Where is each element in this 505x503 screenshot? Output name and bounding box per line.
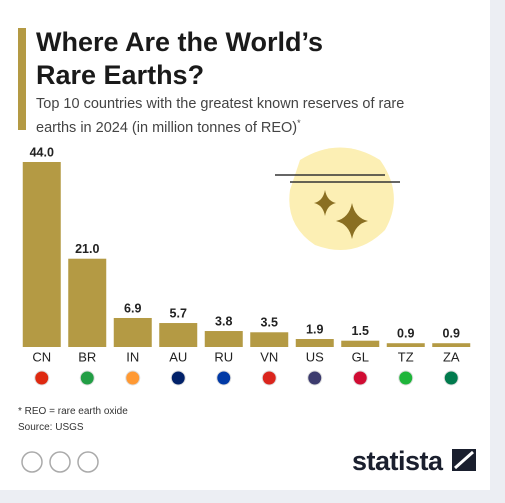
bar xyxy=(341,340,380,347)
license-icons xyxy=(21,451,99,473)
flag xyxy=(34,370,50,386)
footnote: * REO = rare earth oxide xyxy=(18,406,128,417)
decoration xyxy=(275,147,400,250)
flag xyxy=(170,370,186,386)
x-tick-label: IN xyxy=(126,349,139,364)
bar xyxy=(204,331,243,347)
sparkle xyxy=(336,203,368,239)
chart-title: Where Are the World’s Rare Earths? xyxy=(36,27,324,90)
value-label: 1.9 xyxy=(306,322,323,336)
subtitle-marker: * xyxy=(297,118,301,128)
bar xyxy=(113,317,152,347)
x-tick-label: GL xyxy=(352,349,369,364)
brand: statista xyxy=(352,446,443,476)
bar xyxy=(22,162,61,347)
flag xyxy=(125,370,141,386)
x-tick-label: CN xyxy=(32,349,51,364)
source: Source: USGS xyxy=(18,422,84,433)
value-label: 44.0 xyxy=(30,145,54,159)
flag xyxy=(398,370,414,386)
x-tick-label: TZ xyxy=(398,349,414,364)
value-label: 21.0 xyxy=(75,242,99,256)
flag xyxy=(443,370,459,386)
bar xyxy=(386,343,425,347)
x-tick-label: VN xyxy=(260,349,278,364)
bar xyxy=(250,332,289,347)
icon xyxy=(77,451,99,473)
logo-stroke xyxy=(454,450,474,470)
chart-subtitle: Top 10 countries with the greatest known… xyxy=(36,95,408,138)
card: Where Are the World’s Rare Earths? Top 1… xyxy=(0,0,490,490)
sparkle xyxy=(314,190,336,216)
subtitle-text: Top 10 countries with the greatest known… xyxy=(36,96,405,136)
flag xyxy=(216,370,232,386)
bar xyxy=(68,258,107,347)
bar xyxy=(159,323,198,347)
flag xyxy=(352,370,368,386)
flag xyxy=(307,370,323,386)
x-tick-label: US xyxy=(306,349,324,364)
value-label: 5.7 xyxy=(170,306,187,320)
blob xyxy=(289,147,394,250)
icon xyxy=(21,451,43,473)
value-label: 0.9 xyxy=(397,327,414,341)
value-label: 0.9 xyxy=(443,327,460,341)
x-tick-label: AU xyxy=(169,349,187,364)
value-label: 1.5 xyxy=(352,324,369,338)
icon xyxy=(49,451,71,473)
value-label: 3.5 xyxy=(261,316,278,330)
value-label: 3.8 xyxy=(215,314,232,328)
x-tick-label: ZA xyxy=(443,349,460,364)
bar xyxy=(295,339,334,347)
bar xyxy=(432,343,471,347)
logo-mark xyxy=(452,449,476,471)
flag xyxy=(79,370,95,386)
x-tick-label: BR xyxy=(78,349,96,364)
value-label: 6.9 xyxy=(124,301,141,315)
accent-bar xyxy=(18,28,26,130)
x-tick-label: RU xyxy=(214,349,233,364)
chart: 44.0 CN 21.0 BR 6.9 IN 5.7 AU 3.8 RU 3.5 VN 1.9 US 1.5… xyxy=(21,145,476,473)
flag xyxy=(261,370,277,386)
